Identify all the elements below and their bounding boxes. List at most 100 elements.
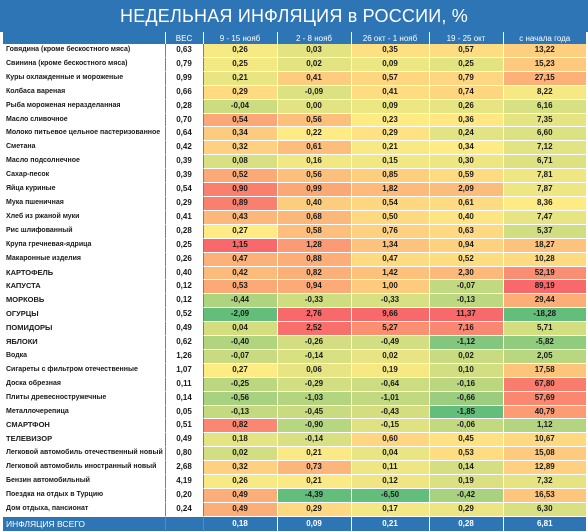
value-cell: 0,06 [276, 363, 351, 378]
weight-cell: 0,70 [164, 112, 204, 128]
weight-cell: 0,12 [164, 293, 204, 309]
row-label: Легковой автомобиль иностранный новый [3, 460, 166, 476]
table-row: ПОМИДОРЫ 0,49 0,04 2,52 5,27 7,16 5,71 [3, 321, 586, 337]
row-label: Масло подсолнечное [3, 154, 166, 170]
value-cell: 0,04 [350, 446, 429, 462]
weight-cell: 0,49 [164, 432, 204, 448]
value-cell: 1,34 [350, 238, 429, 253]
weight-cell: 0,49 [164, 321, 204, 337]
weight-cell: 0,12 [164, 279, 204, 295]
weight-cell: 4,19 [164, 474, 204, 489]
value-cell: -1,12 [428, 335, 503, 350]
row-label: Сахар-песок [3, 168, 166, 184]
value-cell: 5,27 [350, 321, 429, 337]
value-cell: 0,08 [202, 154, 277, 170]
weight-cell [164, 515, 204, 532]
value-cell: 6,30 [502, 502, 586, 517]
value-cell: -0,13 [428, 293, 503, 309]
weight-cell: 0,54 [164, 182, 204, 197]
weight-cell: 0,99 [164, 71, 204, 86]
column-header-2: 9 - 15 нояб [202, 32, 277, 44]
value-cell: 0,02 [276, 57, 351, 72]
row-label: Металлочерепица [3, 405, 166, 420]
value-cell: 0,53 [428, 446, 503, 462]
table-row: Масло сливочное 0,70 0,54 0,56 0,23 0,36 7,35 [3, 112, 586, 128]
value-cell: 0,00 [276, 99, 351, 114]
table-row: Рис шлифованный 0,28 0,27 0,58 0,76 0,63 5,37 [3, 224, 586, 239]
table-row: Молоко питьевое цельное пастеризованное 0… [3, 126, 586, 142]
table-row: Водка 1,26 -0,07 -0,14 0,02 0,02 2,05 [3, 348, 586, 364]
table-row: СМАРТФОН 0,51 0,82 -0,90 -0,15 -0,06 1,12 [3, 418, 586, 434]
table-row: ЯБЛОКИ 0,62 -0,40 -0,26 -0,49 -1,12 -5,82 [3, 335, 586, 350]
value-cell: 0,32 [202, 460, 277, 476]
column-header-item [3, 32, 165, 44]
value-cell: 7,81 [502, 168, 586, 184]
value-cell: -1,03 [276, 391, 351, 406]
value-cell: 10,67 [502, 432, 586, 448]
value-cell: 0,61 [428, 196, 503, 211]
value-cell: 0,94 [276, 279, 351, 295]
value-cell: 0,29 [202, 85, 277, 100]
table-row: Поездка на отдых в Турцию 0,20 0,49 -4,39 -6… [3, 488, 586, 503]
value-cell: 0,82 [202, 418, 277, 434]
value-cell: 1,28 [276, 238, 351, 253]
value-cell: -0,29 [276, 376, 351, 392]
value-cell: 0,21 [276, 446, 351, 462]
value-cell: 0,90 [202, 182, 277, 197]
row-label: Рис шлифованный [3, 224, 166, 239]
row-label: КАРТОФЕЛЬ [3, 265, 166, 281]
table-row: Доска обрезная 0,11 -0,25 -0,29 -0,64 -0,16 67… [3, 376, 586, 392]
table-row: Легковой автомобиль иностранный новый 2,6… [3, 460, 586, 476]
table-row: Куры охлажденные и мороженые 0,99 0,21 0,41… [3, 71, 586, 86]
value-cell: 16,53 [502, 488, 586, 503]
weight-cell: 0,20 [164, 488, 204, 503]
value-cell: 10,28 [502, 252, 586, 267]
value-cell: 7,47 [502, 210, 586, 225]
value-cell: 1,82 [350, 182, 429, 197]
row-label: Яйца куриные [3, 182, 166, 197]
column-header-6: с начала года [502, 32, 586, 44]
inflation-table: ВЕС 9 - 15 нояб 2 - 8 нояб 26 окт - 1 нояб 1… [3, 32, 586, 532]
value-cell: 0,28 [428, 515, 503, 532]
value-cell: 0,26 [428, 99, 503, 114]
column-header-1: ВЕС [164, 32, 203, 44]
value-cell: 0,52 [428, 252, 503, 267]
value-cell: 0,21 [276, 474, 351, 489]
value-cell: -0,33 [276, 293, 351, 309]
row-label: Плиты древесностружечные [3, 391, 166, 406]
weight-cell: 0,41 [164, 210, 204, 225]
value-cell: -0,07 [202, 348, 277, 364]
value-cell: 0,41 [350, 85, 429, 100]
value-cell: 1,12 [502, 418, 586, 434]
value-cell: 0,45 [428, 432, 503, 448]
weight-cell: 0,24 [164, 502, 204, 517]
value-cell: 0,26 [202, 474, 277, 489]
value-cell: -0,44 [202, 293, 277, 309]
value-cell: -0,04 [202, 99, 277, 114]
value-cell: 0,74 [428, 85, 503, 100]
weight-cell: 0,62 [164, 335, 204, 350]
value-cell: 0,30 [428, 154, 503, 170]
chart-title: НЕДЕЛЬНАЯ ИНФЛЯЦИЯ в РОССИИ, % [0, 0, 588, 32]
value-cell: 0,76 [350, 224, 429, 239]
value-cell: 0,29 [350, 126, 429, 142]
value-cell: 0,47 [202, 252, 277, 267]
weight-cell: 0,25 [164, 238, 204, 253]
value-cell: 11,37 [428, 307, 503, 323]
value-cell: -0,15 [350, 418, 429, 434]
value-cell: 0,12 [350, 474, 429, 489]
value-cell: 0,79 [428, 71, 503, 86]
value-cell: 15,08 [502, 446, 586, 462]
table-row: Говядина (кроме бескостного мяса) 0,63 0,2… [3, 44, 586, 58]
value-cell: 0,94 [428, 238, 503, 253]
value-cell: 6,60 [502, 126, 586, 142]
value-cell: 2,52 [276, 321, 351, 337]
value-cell: 0,88 [276, 252, 351, 267]
value-cell: 1,15 [202, 238, 277, 253]
value-cell: -0,06 [428, 418, 503, 434]
value-cell: 0,04 [202, 321, 277, 337]
header-row: ВЕС 9 - 15 нояб 2 - 8 нояб 26 окт - 1 нояб 1… [3, 32, 586, 44]
row-label: Сметана [3, 140, 166, 156]
value-cell: 89,19 [502, 279, 586, 295]
